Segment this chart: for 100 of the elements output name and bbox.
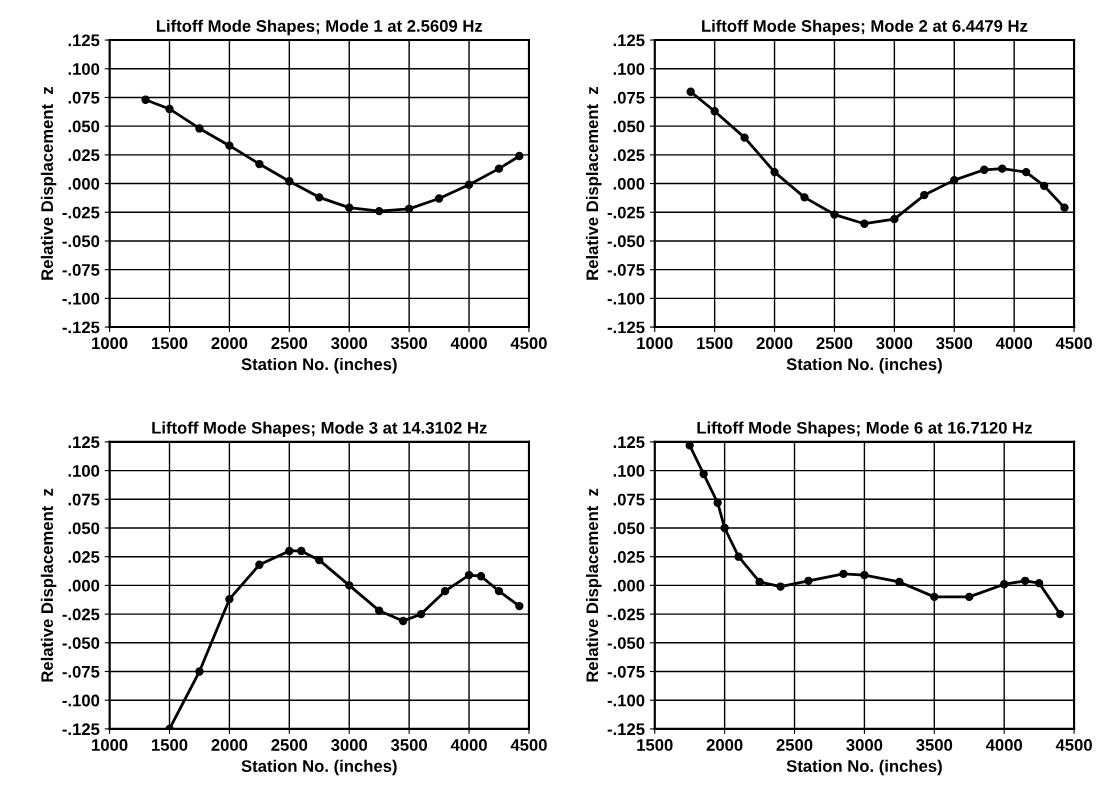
- point: [464, 570, 474, 580]
- y-tick-label: .100: [68, 63, 100, 75]
- point: [686, 87, 695, 96]
- y-tick-label: .075: [68, 91, 100, 104]
- x-tick-label: 1000: [92, 337, 128, 350]
- point: [255, 560, 264, 569]
- y-tick-label: .125: [68, 34, 100, 47]
- y-tick-label: .125: [613, 436, 645, 449]
- x-tick-label: 3000: [846, 739, 883, 751]
- point: [515, 151, 524, 161]
- y-tick-label: -.125: [62, 321, 100, 334]
- y-tick-label: -.100: [607, 694, 645, 707]
- y-tick-label: .000: [613, 177, 645, 190]
- y-axis-title: Relative Displacement z: [40, 488, 57, 682]
- x-tick-label: 4500: [510, 337, 547, 350]
- point: [1020, 576, 1030, 585]
- point: [950, 175, 959, 185]
- chart-title: Liftoff Mode Shapes; Mode 3 at 14.3102 Hz: [152, 421, 487, 438]
- point: [345, 203, 354, 212]
- point: [375, 206, 384, 216]
- x-tick-label: 2000: [706, 739, 743, 751]
- point: [375, 606, 384, 615]
- point: [225, 595, 234, 604]
- y-tick-label: -.075: [607, 665, 645, 678]
- point: [165, 104, 174, 114]
- chart-title: Liftoff Mode Shapes; Mode 1 at 2.5609 Hz: [156, 19, 483, 36]
- x-tick-label: 1500: [697, 337, 733, 350]
- y-tick-label: -.050: [62, 235, 100, 248]
- chart-title: Liftoff Mode Shapes; Mode 6 at 16.7120 Hz: [697, 421, 1032, 438]
- point: [830, 210, 839, 219]
- point: [980, 165, 989, 174]
- point: [1021, 167, 1031, 177]
- y-tick-label: -.050: [607, 637, 645, 650]
- y-tick-label: -.025: [607, 206, 645, 219]
- y-tick-label: .025: [68, 551, 100, 563]
- point: [1055, 609, 1065, 619]
- x-tick-label: 3500: [390, 337, 427, 350]
- point: [141, 95, 150, 104]
- x-tick-label: 4500: [1055, 739, 1092, 751]
- y-tick-label: .075: [613, 91, 645, 104]
- y-tick-label: .050: [68, 120, 100, 133]
- x-tick-label: 4000: [985, 739, 1023, 751]
- x-tick-label: 2500: [816, 337, 853, 350]
- y-tick-label: -.125: [62, 723, 100, 736]
- y-tick-label: -.075: [62, 264, 100, 276]
- y-axis-title: Relative Displacement z: [585, 488, 602, 682]
- point: [965, 592, 974, 602]
- x-axis-title: Station No. (inches): [786, 759, 942, 776]
- y-tick-label: .000: [68, 177, 100, 190]
- point: [494, 164, 504, 173]
- y-tick-label: -.125: [607, 321, 645, 334]
- point: [434, 194, 444, 203]
- y-tick-label: .100: [613, 63, 645, 75]
- y-tick-label: .050: [613, 120, 645, 133]
- y-tick-label: .000: [68, 579, 100, 592]
- y-tick-label: .075: [613, 493, 645, 506]
- x-tick-label: 3000: [331, 739, 368, 751]
- y-tick-label: .025: [613, 149, 645, 162]
- x-axis-title: Station No. (inches): [241, 357, 397, 374]
- y-tick-label: .050: [68, 522, 100, 535]
- point: [285, 546, 294, 556]
- x-tick-label: 3500: [936, 337, 973, 350]
- x-tick-label: 1500: [152, 337, 188, 350]
- y-tick-label: -.100: [62, 292, 100, 305]
- x-tick-label: 2000: [211, 337, 248, 350]
- point: [494, 586, 504, 596]
- y-tick-label: .125: [68, 436, 100, 449]
- point: [860, 219, 869, 228]
- x-tick-label: 4000: [995, 337, 1033, 350]
- point: [398, 616, 408, 626]
- point: [734, 552, 743, 561]
- y-tick-label: .125: [613, 34, 645, 47]
- point: [1039, 181, 1049, 191]
- x-tick-label: 2500: [776, 739, 813, 751]
- x-tick-label: 2500: [271, 739, 308, 751]
- point: [1034, 578, 1044, 588]
- y-tick-label: -.025: [607, 608, 645, 621]
- point: [890, 214, 899, 224]
- y-tick-label: -.100: [607, 292, 645, 305]
- x-tick-label: 3000: [331, 337, 368, 350]
- x-tick-label: 4500: [1055, 337, 1092, 350]
- point: [315, 193, 324, 202]
- point: [225, 141, 234, 150]
- y-tick-label: .100: [68, 464, 100, 477]
- point: [345, 581, 354, 590]
- y-tick-label: .100: [613, 464, 645, 477]
- x-tick-label: 1500: [637, 739, 673, 751]
- point: [930, 592, 939, 602]
- point: [195, 667, 204, 676]
- point: [476, 572, 486, 581]
- point: [464, 180, 474, 189]
- point: [297, 546, 306, 556]
- point: [710, 107, 719, 116]
- x-tick-label: 4500: [510, 739, 547, 751]
- point: [740, 133, 749, 142]
- y-tick-label: -.125: [607, 723, 645, 736]
- point: [770, 167, 779, 177]
- y-tick-label: .025: [68, 149, 100, 162]
- point: [416, 609, 426, 619]
- y-axis-title: Relative Displacement z: [40, 86, 57, 280]
